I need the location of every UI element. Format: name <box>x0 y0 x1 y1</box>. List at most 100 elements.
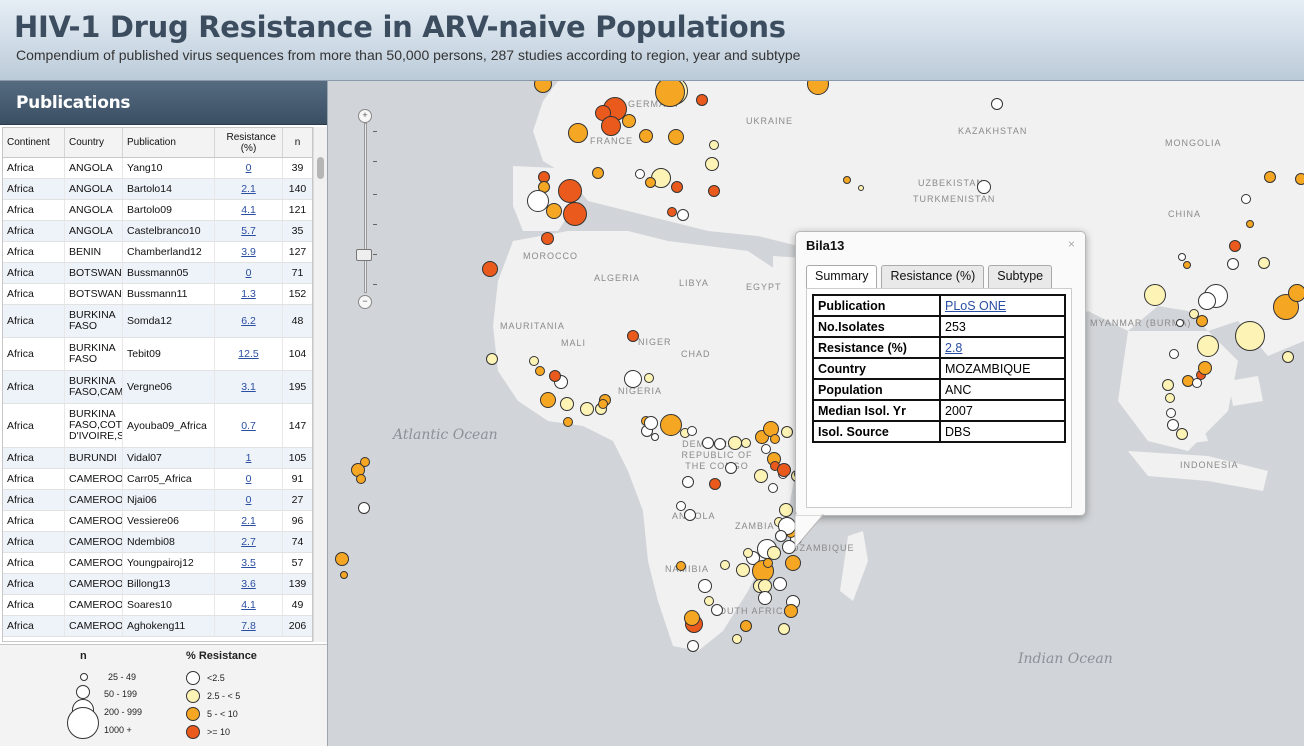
study-marker[interactable] <box>763 558 773 568</box>
study-marker[interactable] <box>1229 240 1241 252</box>
study-marker[interactable] <box>677 209 689 221</box>
study-marker[interactable] <box>696 94 708 106</box>
resistance-link[interactable]: 2.7 <box>241 536 256 548</box>
study-marker[interactable] <box>340 571 348 579</box>
study-marker[interactable] <box>335 552 349 566</box>
study-marker[interactable] <box>858 185 864 191</box>
study-marker[interactable] <box>655 81 685 107</box>
study-marker[interactable] <box>732 634 742 644</box>
resistance-link[interactable]: 0 <box>245 473 252 485</box>
table-row[interactable]: Africa ANGOLA Castelbranco10 5.7 35 <box>3 221 312 242</box>
study-marker[interactable] <box>682 476 694 488</box>
study-marker[interactable] <box>684 610 700 626</box>
study-marker[interactable] <box>622 114 636 128</box>
table-scrollbar[interactable] <box>313 127 327 642</box>
close-icon[interactable]: × <box>1067 237 1075 251</box>
study-marker[interactable] <box>529 356 539 366</box>
study-marker[interactable] <box>754 469 768 483</box>
study-marker[interactable] <box>676 501 686 511</box>
study-marker[interactable] <box>1162 379 1174 391</box>
study-marker[interactable] <box>777 463 791 477</box>
study-marker[interactable] <box>651 433 659 441</box>
study-marker[interactable] <box>667 207 677 217</box>
resistance-link[interactable]: 2.1 <box>241 183 256 195</box>
study-marker[interactable] <box>671 181 683 193</box>
study-marker[interactable] <box>1169 349 1179 359</box>
study-marker[interactable] <box>644 176 656 188</box>
study-marker[interactable] <box>779 503 793 517</box>
study-marker[interactable] <box>843 176 851 184</box>
study-marker[interactable] <box>1235 321 1265 351</box>
zoom-slider[interactable]: + − <box>356 109 377 309</box>
study-marker[interactable] <box>535 366 545 376</box>
study-marker[interactable] <box>560 397 574 411</box>
resistance-link[interactable]: 0 <box>245 494 252 506</box>
table-row[interactable]: Africa BENIN Chamberland12 3.9 127 <box>3 242 312 263</box>
popup-value-link[interactable]: 2.8 <box>945 340 963 355</box>
study-marker[interactable] <box>977 180 991 194</box>
study-marker[interactable] <box>580 402 594 416</box>
study-marker[interactable] <box>1227 258 1239 270</box>
study-marker[interactable] <box>1183 261 1191 269</box>
study-marker[interactable] <box>1246 220 1254 228</box>
study-marker[interactable] <box>1192 378 1202 388</box>
study-marker[interactable] <box>668 129 684 145</box>
resistance-link[interactable]: 2.1 <box>241 515 256 527</box>
study-marker[interactable] <box>704 596 714 606</box>
tab-resistance[interactable]: Resistance (%) <box>881 265 985 288</box>
study-marker[interactable] <box>743 548 753 558</box>
study-marker[interactable] <box>527 190 549 212</box>
study-marker[interactable] <box>358 502 370 514</box>
study-marker[interactable] <box>1241 194 1251 204</box>
study-marker[interactable] <box>482 261 498 277</box>
column-header-country[interactable]: Country <box>65 128 123 157</box>
study-marker[interactable] <box>1264 171 1276 183</box>
study-marker[interactable] <box>1165 393 1175 403</box>
study-marker[interactable] <box>785 555 801 571</box>
study-marker[interactable] <box>736 563 750 577</box>
study-marker[interactable] <box>563 417 573 427</box>
study-marker[interactable] <box>546 203 562 219</box>
resistance-link[interactable]: 1.3 <box>241 288 256 300</box>
study-marker[interactable] <box>601 116 621 136</box>
study-marker[interactable] <box>1258 257 1270 269</box>
study-marker[interactable] <box>1176 319 1184 327</box>
study-marker[interactable] <box>360 457 370 467</box>
resistance-link[interactable]: 0 <box>245 267 252 279</box>
study-marker[interactable] <box>991 98 1003 110</box>
study-marker[interactable] <box>725 462 737 474</box>
column-header-resistance[interactable]: Resistance (%) <box>215 128 283 157</box>
study-marker[interactable] <box>540 231 554 245</box>
study-marker[interactable] <box>698 579 712 593</box>
study-marker[interactable] <box>758 591 772 605</box>
study-marker[interactable] <box>639 129 653 143</box>
study-marker[interactable] <box>705 157 719 171</box>
study-marker[interactable] <box>767 546 781 560</box>
resistance-link[interactable]: 3.1 <box>241 381 256 393</box>
resistance-link[interactable]: 3.5 <box>241 557 256 569</box>
study-marker[interactable] <box>709 140 719 150</box>
study-marker[interactable] <box>624 370 642 388</box>
study-marker[interactable] <box>778 623 790 635</box>
study-marker[interactable] <box>1273 294 1299 320</box>
table-row[interactable]: Africa BOTSWANA Bussmann05 0 71 <box>3 263 312 284</box>
study-marker[interactable] <box>540 392 556 408</box>
study-marker[interactable] <box>356 474 366 484</box>
popup-value-link[interactable]: PLoS ONE <box>945 298 1007 313</box>
column-header-n[interactable]: n <box>294 137 301 148</box>
study-marker[interactable] <box>684 509 696 521</box>
zoom-out-icon[interactable]: − <box>358 295 372 309</box>
table-row[interactable]: AfricaCAMEROONCarr05_Africa 0 91 <box>3 469 312 490</box>
resistance-link[interactable]: 7.8 <box>241 620 256 632</box>
study-marker[interactable] <box>1144 284 1166 306</box>
study-marker[interactable] <box>1198 292 1216 310</box>
study-marker[interactable] <box>711 604 723 616</box>
study-marker[interactable] <box>720 560 730 570</box>
study-marker[interactable] <box>740 620 752 632</box>
table-row[interactable]: Africa ANGOLA Bartolo14 2.1 140 <box>3 179 312 200</box>
study-marker[interactable] <box>687 640 699 652</box>
table-row[interactable]: AfricaCAMEROONVessiere06 2.1 96 <box>3 511 312 532</box>
study-marker[interactable] <box>558 179 582 203</box>
